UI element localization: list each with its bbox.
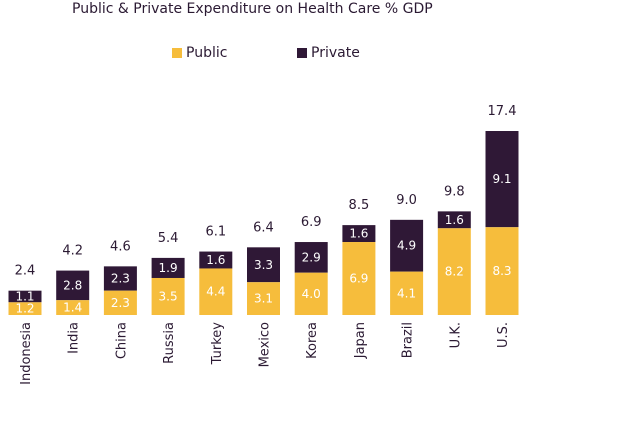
bar-private-1 xyxy=(56,270,90,301)
bar-private-9 xyxy=(437,211,471,229)
value-label-public-0: 1.2 xyxy=(15,302,34,316)
bar-public-9 xyxy=(437,228,471,315)
total-label-10: 17.4 xyxy=(488,104,517,119)
value-label-private-5: 3.3 xyxy=(254,258,273,272)
category-label-1: India xyxy=(67,322,82,354)
category-label-3: Russia xyxy=(162,322,177,364)
chart-title: Public & Private Expenditure on Health C… xyxy=(72,1,433,17)
total-label-2: 4.6 xyxy=(110,239,131,254)
value-label-private-8: 4.9 xyxy=(397,239,416,253)
total-label-4: 6.1 xyxy=(205,225,226,240)
legend: Public Private xyxy=(172,45,360,61)
bar-public-5 xyxy=(247,282,280,315)
category-label-2: China xyxy=(114,322,129,359)
value-label-public-2: 2.3 xyxy=(111,296,130,310)
total-label-7: 8.5 xyxy=(349,198,370,213)
total-label-1: 4.2 xyxy=(62,244,83,259)
value-label-public-10: 8.3 xyxy=(492,264,511,278)
total-label-9: 9.8 xyxy=(444,184,465,199)
category-label-6: Korea xyxy=(305,322,320,359)
bar-public-6 xyxy=(294,272,328,315)
category-label-0: Indonesia xyxy=(19,322,34,385)
bar-public-3 xyxy=(151,277,185,315)
total-label-6: 6.9 xyxy=(301,215,322,230)
bar-private-6 xyxy=(294,242,328,273)
bar-private-8 xyxy=(390,219,424,272)
value-label-private-9: 1.6 xyxy=(445,213,464,227)
value-label-private-2: 2.3 xyxy=(111,272,130,286)
bar-private-7 xyxy=(342,225,376,243)
bar-public-1 xyxy=(56,300,90,315)
value-label-private-10: 9.1 xyxy=(492,172,511,186)
bar-public-4 xyxy=(199,268,233,315)
category-label-9: U.K. xyxy=(448,322,463,348)
category-label-4: Turkey xyxy=(210,322,225,366)
value-label-public-7: 6.9 xyxy=(349,272,368,286)
bar-private-5 xyxy=(247,247,280,283)
total-label-3: 5.4 xyxy=(158,231,179,246)
bar-public-0 xyxy=(8,302,42,315)
bar-private-0 xyxy=(8,290,42,303)
value-label-public-6: 4.0 xyxy=(302,287,321,301)
bar-private-10 xyxy=(485,131,519,228)
value-label-private-4: 1.6 xyxy=(206,253,225,267)
value-label-public-8: 4.1 xyxy=(397,286,416,300)
value-label-public-9: 8.2 xyxy=(445,265,464,279)
bar-public-2 xyxy=(103,290,137,315)
bar-private-4 xyxy=(199,251,233,269)
legend-swatch-private xyxy=(297,48,307,58)
total-label-8: 9.0 xyxy=(396,193,417,208)
value-label-private-6: 2.9 xyxy=(302,250,321,264)
legend-label-public: Public xyxy=(186,45,227,61)
legend-swatch-public xyxy=(172,48,182,58)
category-label-7: Japan xyxy=(353,322,368,359)
bar-public-10 xyxy=(485,227,519,315)
value-label-private-3: 1.9 xyxy=(159,261,178,275)
value-label-private-0: 1.1 xyxy=(15,289,34,303)
legend-label-private: Private xyxy=(311,45,360,61)
value-label-public-4: 4.4 xyxy=(206,285,225,299)
bar-private-2 xyxy=(103,266,137,291)
total-label-5: 6.4 xyxy=(253,220,274,235)
total-label-0: 2.4 xyxy=(15,264,36,279)
bar-public-8 xyxy=(390,271,424,315)
category-label-8: Brazil xyxy=(401,322,416,358)
bar-private-3 xyxy=(151,257,185,278)
value-label-private-7: 1.6 xyxy=(349,227,368,241)
value-label-private-1: 2.8 xyxy=(63,278,82,292)
category-label-10: U.S. xyxy=(496,322,511,348)
bars: 1.21.1 2.4 Indonesia 1.4 2.8 4.2 India 2.3 2.3 4.… xyxy=(8,104,519,385)
value-label-public-3: 3.5 xyxy=(159,289,178,303)
value-label-public-5: 3.1 xyxy=(254,292,273,306)
value-label-public-1: 1.4 xyxy=(63,301,82,315)
bar-public-7 xyxy=(342,242,376,315)
category-label-5: Mexico xyxy=(258,322,273,367)
